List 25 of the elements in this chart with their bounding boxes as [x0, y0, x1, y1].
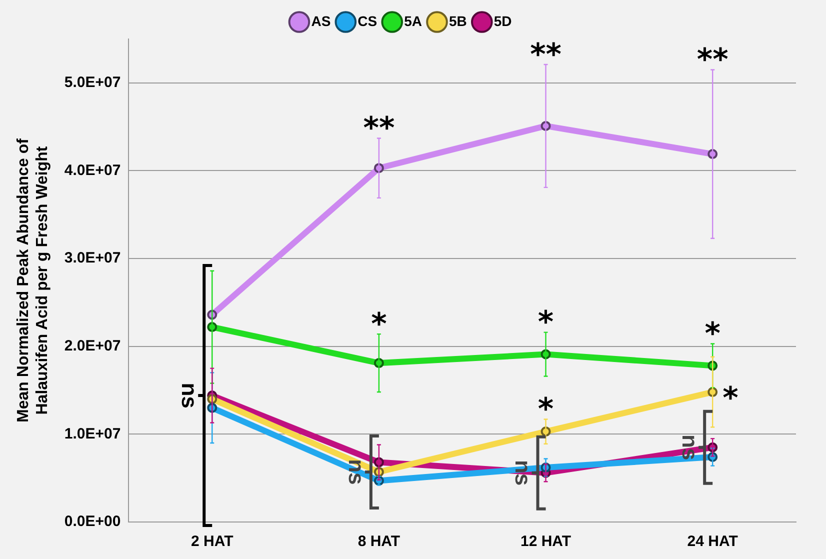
annotation: * [722, 380, 739, 416]
annotation: ** [363, 111, 395, 146]
annotation: * [538, 392, 554, 428]
y-axis-title: Mean Normalized Peak Abundance of Halauxifen Acid per g Fresh Weight [15, 138, 52, 422]
annotation: ** [696, 42, 729, 78]
y-tick-label: 5.0E+07 [64, 74, 121, 92]
annotation: * [538, 305, 554, 340]
annotation: ** [530, 37, 562, 72]
y-tick-label: 1.0E+07 [64, 425, 121, 442]
annotation: * [704, 316, 721, 352]
y-tick-label: 0.0E+00 [64, 513, 121, 530]
legend-label: 5B [449, 12, 467, 29]
legend-label: CS [358, 12, 378, 29]
x-tick-label: 24 HAT [687, 533, 738, 550]
y-tick-label: 3.0E+07 [64, 250, 121, 267]
y-tick-label: 4.0E+07 [64, 162, 121, 179]
legend-label: AS [311, 12, 331, 29]
x-tick-label: 2 HAT [190, 533, 234, 550]
x-tick-label: 12 HAT [520, 533, 572, 550]
legend-label: 5A [404, 12, 422, 29]
annotation: * [371, 306, 388, 342]
y-tick-label: 2.0E+07 [64, 338, 121, 355]
legend-label: 5D [494, 12, 512, 29]
x-tick-label: 8 HAT [358, 533, 400, 550]
annotation: ns [177, 382, 202, 408]
